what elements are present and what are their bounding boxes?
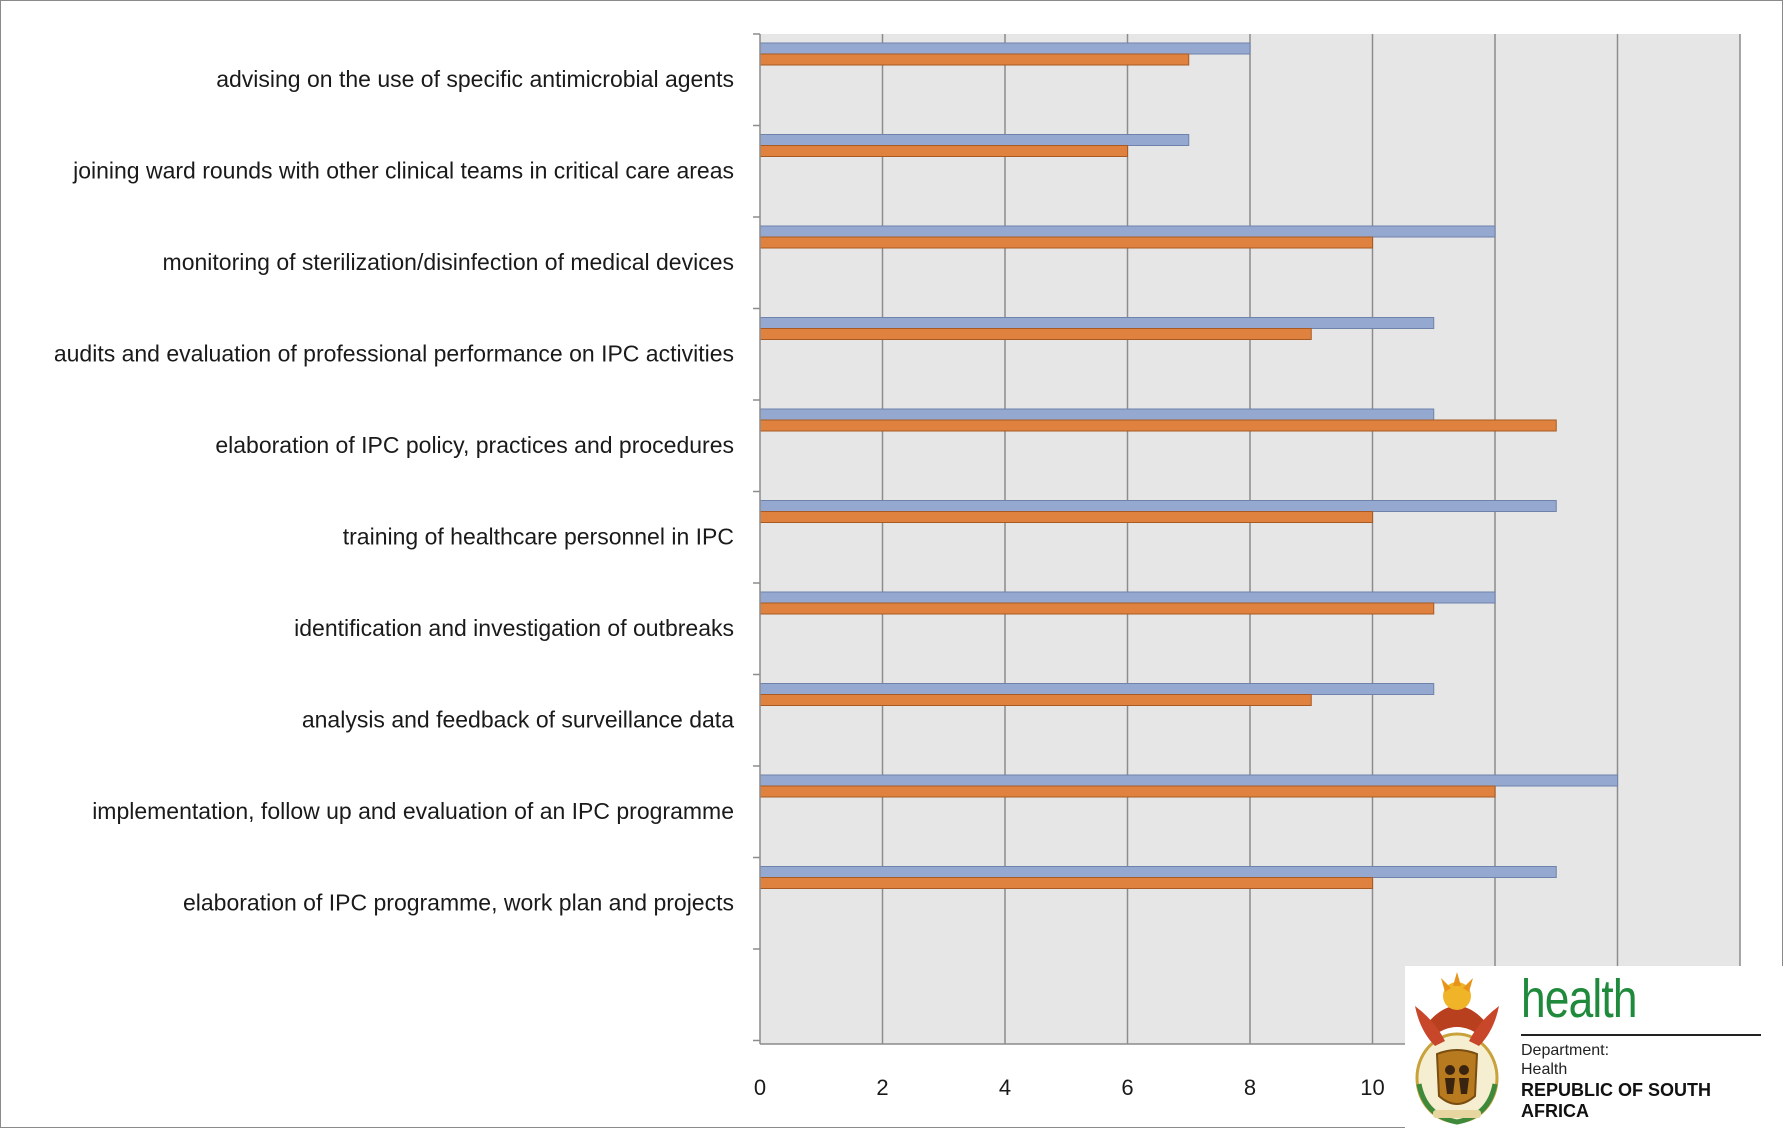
logo-divider (1521, 1034, 1761, 1036)
category-label-9: elaboration of IPC programme, work plan … (183, 890, 734, 916)
category-label-1: joining ward rounds with other clinical … (72, 158, 734, 184)
logo-health-label: Health (1521, 1061, 1568, 1078)
logo-wordmark: health (1521, 969, 1638, 1029)
bar-series1-9 (759, 866, 1557, 878)
bar-series2-4 (759, 419, 1557, 432)
bar-series2-9 (759, 877, 1373, 889)
bar-series2-3 (759, 328, 1312, 340)
coat-of-arms-icon (1415, 972, 1499, 1125)
category-label-4: elaboration of IPC policy, practices and… (215, 432, 734, 458)
category-label-7: analysis and feedback of surveillance da… (302, 707, 734, 733)
bar-series1-7 (759, 683, 1435, 695)
bar-series1-2 (759, 225, 1496, 238)
bar-series2-8 (759, 785, 1496, 798)
bar-series2-7 (759, 694, 1312, 706)
bar-series1-6 (759, 591, 1496, 604)
x-tick-label-4: 4 (999, 1075, 1011, 1100)
category-label-2: monitoring of sterilization/disinfection… (163, 249, 734, 275)
bar-series1-4 (759, 408, 1435, 421)
bar-series2-6 (759, 602, 1435, 615)
bar-series1-1 (759, 134, 1190, 146)
logo-country-label: REPUBLIC OF SOUTH AFRICA (1521, 1080, 1712, 1121)
bar-series1-8 (759, 774, 1618, 787)
category-label-5: training of healthcare personnel in IPC (343, 524, 734, 550)
bar-series1-0 (759, 42, 1251, 55)
x-tick-label-6: 6 (1121, 1075, 1133, 1100)
category-label-3: audits and evaluation of professional pe… (54, 341, 734, 367)
logo-department-label: Department: (1521, 1042, 1610, 1059)
x-tick-label-2: 2 (876, 1075, 888, 1100)
bar-series1-3 (759, 317, 1435, 329)
x-tick-label-0: 0 (754, 1075, 766, 1100)
category-label-0: advising on the use of specific antimicr… (216, 66, 734, 92)
category-label-8: implementation, follow up and evaluation… (92, 798, 734, 824)
bar-series1-5 (759, 500, 1557, 512)
x-tick-label-8: 8 (1244, 1075, 1256, 1100)
bar-series2-5 (759, 511, 1373, 523)
category-label-6: identification and investigation of outb… (294, 615, 734, 641)
x-tick-label-10: 10 (1360, 1075, 1384, 1100)
bar-series2-0 (759, 53, 1190, 66)
department-of-health-logo: health Department: Health REPUBLIC OF SO… (1405, 966, 1783, 1128)
bar-series2-2 (759, 236, 1373, 249)
bar-series2-1 (759, 145, 1128, 157)
